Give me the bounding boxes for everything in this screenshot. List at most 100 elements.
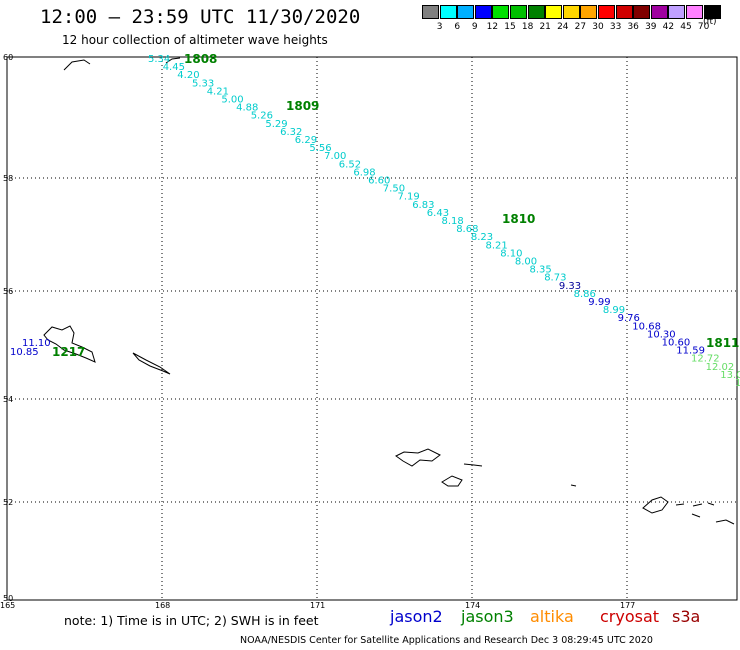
island-small-3 [691,513,735,525]
scale-swatch [703,5,721,19]
island-attu [395,448,441,467]
wave-height-label: 5.29 [265,119,287,130]
coast-northwest [63,59,91,71]
wave-height-label: 8.73 [544,273,566,284]
island-medny [132,352,171,375]
wave-height-label: 8.00 [515,257,537,268]
scale-swatch [668,5,686,19]
wave-height-label: 8.86 [574,289,596,300]
wave-height-label: 7.19 [398,192,420,203]
wave-height-label: 4.88 [236,103,258,114]
wave-height-label: 9.76 [618,313,640,324]
wave-height-label: 9.33 [559,281,581,292]
scale-swatch [633,5,651,19]
legend-jason3: jason3 [461,607,514,626]
wave-height-label: 10.85 [10,347,39,358]
island-small-2 [675,502,715,507]
wave-height-label: 8.10 [500,248,522,259]
lon-label: 174 [465,601,481,610]
wave-height-label: 5.34 [148,54,170,65]
wave-height-label: 11.59 [676,346,705,357]
wave-height-label: 11 [735,378,740,389]
scale-swatch [615,5,633,19]
wave-height-label: 4.21 [207,86,229,97]
wave-height-label: 8.21 [486,240,508,251]
wave-height-label: 4.20 [177,70,199,81]
wave-height-label: 6.52 [339,159,361,170]
scale-swatch [545,5,563,19]
lon-label: 171 [310,601,326,610]
lat-label: 56 [3,287,14,296]
scale-label: 70 [697,22,710,32]
scale-swatch [650,5,668,19]
scale-label: 24 [557,22,569,32]
wave-height-label: 8.99 [603,305,625,316]
scale-label: 21 [539,22,551,32]
scale-swatch [598,5,615,19]
pass-time-label: 1808 [184,52,217,66]
map-frame [6,56,738,601]
lon-label: 168 [155,601,171,610]
scale-label: 27 [574,22,587,32]
scale-swatch [686,5,703,19]
legend-s3a: s3a [672,607,701,626]
wave-height-label: 7.50 [383,184,405,195]
coast-north [165,57,181,64]
scale-swatch [527,5,545,19]
wave-height-label: 10.60 [662,338,691,349]
lat-label: 52 [3,498,14,507]
scale-swatch [492,5,510,19]
pass-time-label: 1217 [52,345,85,359]
lat-label: 60 [3,53,14,62]
wave-height-label: 5.00 [221,95,243,106]
wave-height-label: 5.33 [192,78,214,89]
lon-label: 165 [0,601,16,610]
wave-height-label: 13.0 [720,370,740,381]
scale-label: 36 [627,22,639,32]
wave-height-label: 12.72 [691,354,720,365]
scale-label: 3 [436,22,443,32]
scale-label: 30 [592,22,604,32]
scale-label: 42 [662,22,675,32]
lat-label: 58 [3,174,14,183]
wave-height-label: 7.00 [324,151,346,162]
lon-label: 177 [620,601,636,610]
scale-swatch [439,5,457,19]
wave-height-label: 9.99 [588,297,610,308]
wave-height-label: 11.10 [22,338,51,349]
pass-time-label: 1811 [706,336,739,350]
graticule [7,57,737,600]
wave-height-label: 6.32 [280,127,302,138]
wave-height-label: 6.83 [412,200,434,211]
wave-height-label: 10.68 [632,321,661,332]
scale-label: 33 [609,22,622,32]
footer-note: note: 1) Time is in UTC; 2) SWH is in fe… [64,613,319,628]
wave-height-label: 4.45 [163,62,185,73]
scale-swatch [457,5,475,19]
pass-time-label: 1809 [286,99,319,113]
scale-label: 39 [645,22,657,32]
wave-height-label: 8.68 [456,224,478,235]
wave-height-label: 12.02 [706,362,735,373]
island-kiska [642,496,669,514]
wave-height-label: 6.43 [427,208,449,219]
wave-height-label: 5.56 [309,143,331,154]
coastlines [43,57,735,525]
wave-height-label: 8.18 [442,216,464,227]
wave-height-label: 6.29 [295,135,317,146]
pass-time-label: 1810 [502,212,535,226]
lat-label: 54 [3,395,14,404]
island-bering [43,325,96,363]
scale-label: 9 [471,22,478,32]
wave-height-label: 5.26 [251,111,273,122]
scale-label: 45 [680,22,692,32]
scale-swatch [474,5,492,19]
scale-swatch [562,5,580,19]
scale-label: 12 [486,22,499,32]
wave-height-label: 6.98 [353,167,375,178]
scale-swatch [422,5,439,19]
island-agattu [441,475,463,487]
page-title: 12:00 – 23:59 UTC 11/30/2020 [40,6,361,28]
scale-unit: (ft) [703,17,717,27]
